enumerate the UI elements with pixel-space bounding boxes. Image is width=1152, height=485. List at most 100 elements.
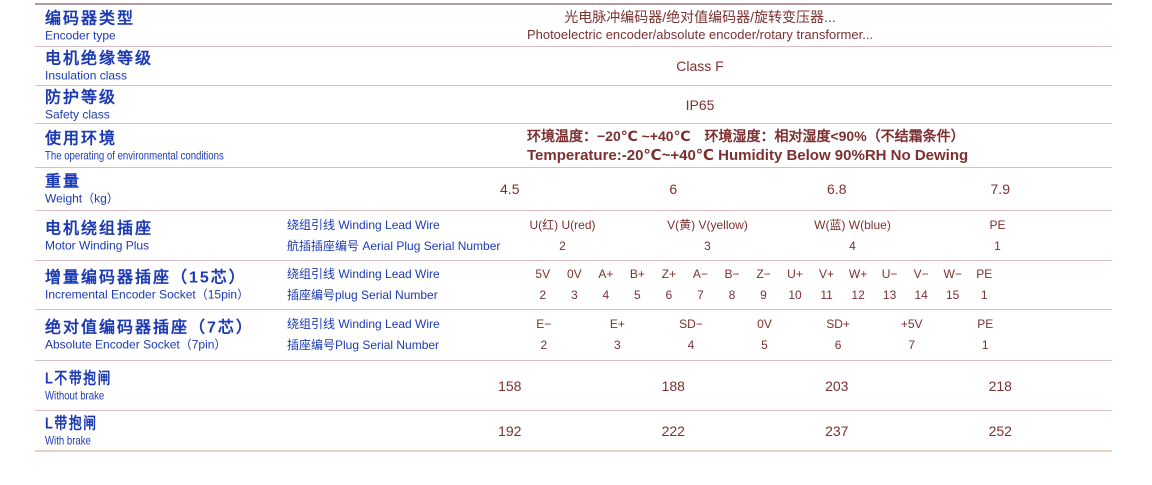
pin-cell: 0V 5 <box>728 314 802 356</box>
pin-assignments: E− 2 E+ 3 SD− 4 0V 5 <box>507 314 1022 356</box>
pin-name: W+ <box>848 267 868 281</box>
row-absolute-encoder-socket: 绝对值编码器插座（7芯） Absolute Encoder Socket（7pi… <box>35 310 1112 361</box>
pin-name: PE <box>989 217 1006 232</box>
pin-cell: U+ 10 <box>779 264 811 306</box>
row-value: Class F <box>676 58 724 74</box>
pin-number: 13 <box>882 288 897 302</box>
pin-number: 6 <box>834 338 842 352</box>
row-label: 使用环境 The operating of environmental cond… <box>45 129 268 162</box>
pin-cell: V(黄) V(yellow) 3 <box>635 215 780 257</box>
pin-number: 4 <box>687 338 695 352</box>
row-label-en: Encoder type <box>45 28 116 42</box>
row-label-zh: 绝对值编码器插座（7芯） <box>45 319 254 337</box>
pin-cell: U− 13 <box>874 264 906 306</box>
row-label-en: Incremental Encoder Socket（15pin） <box>45 287 250 302</box>
row-label-zh: 重量 <box>45 173 82 191</box>
pin-cell: PE 1 <box>968 264 1000 306</box>
motor-spec-table: 编码器类型 Encoder type 光电脉冲编码器/绝对值编码器/旋转变压器.… <box>35 3 1112 452</box>
subheader-serial-number: 插座编号Plug Serial Number <box>287 338 440 352</box>
pin-cell: B+ 5 <box>622 264 654 306</box>
weight-value: 6 <box>669 181 678 197</box>
row-encoder-type: 编码器类型 Encoder type 光电脉冲编码器/绝对值编码器/旋转变压器.… <box>35 5 1112 47</box>
row-weight: 重量 Weight（kg） 4.5 6 6.8 7.9 <box>35 168 1112 211</box>
pin-number: 8 <box>728 288 736 302</box>
row-value: 环境温度：−20℃ ~+40℃ 环境湿度：相对湿度<90%（不结霜条件） Tem… <box>527 127 968 165</box>
pin-cell: U(红) U(red) 2 <box>490 215 635 257</box>
pin-number: 1 <box>980 288 988 302</box>
row-label-en: Absolute Encoder Socket（7pin） <box>45 337 227 352</box>
row-label: 绝对值编码器插座（7芯） Absolute Encoder Socket（7pi… <box>45 319 254 352</box>
pin-cell: Z− 9 <box>748 264 780 306</box>
pin-cell: W(蓝) W(blue) 4 <box>780 215 925 257</box>
row-safety-class: 防护等级 Safety class IP65 <box>35 86 1112 124</box>
pin-cell: PE 1 <box>925 215 1070 257</box>
row-label-zh: 增量编码器插座（15芯） <box>45 269 247 287</box>
subheader-lead-wire: 绕组引线 Winding Lead Wire <box>287 317 440 331</box>
pin-name: A+ <box>598 267 614 281</box>
row-value-en: Photoelectric encoder/absolute encoder/r… <box>526 26 874 42</box>
pin-cell: A− 7 <box>685 264 717 306</box>
pin-name: W− <box>943 267 962 281</box>
pin-cell: V+ 11 <box>811 264 843 306</box>
pin-number: 2 <box>540 338 548 352</box>
row-label-zh: 电机绝缘等级 <box>45 50 154 68</box>
pin-cell: +5V 7 <box>875 314 949 356</box>
weight-value: 4.5 <box>500 181 520 197</box>
pin-cell: V− 14 <box>905 264 937 306</box>
row-value-en: Temperature:-20℃~+40℃ Humidity Below 90%… <box>527 146 969 164</box>
row-label: 编码器类型 Encoder type <box>45 9 135 42</box>
pin-cell: SD+ 6 <box>801 314 875 356</box>
row-subheaders: 绕组引线 Winding Lead Wire 插座编号Plug Serial N… <box>287 314 440 356</box>
row-operating-environment: 使用环境 The operating of environmental cond… <box>35 124 1112 168</box>
pin-name: V+ <box>819 267 835 281</box>
pin-number: 7 <box>697 288 704 302</box>
row-label-en: Motor Winding Plus <box>45 238 150 252</box>
pin-name: Z− <box>756 267 771 281</box>
pin-name: U(红) U(red) <box>529 217 596 232</box>
pin-number: 7 <box>908 338 916 352</box>
pin-name: PE <box>976 267 993 281</box>
row-label-zh: 使用环境 <box>45 130 118 147</box>
pin-number: 10 <box>788 288 802 302</box>
row-label: 重量 Weight（kg） <box>45 173 119 206</box>
row-label-en: With brake <box>45 433 91 447</box>
pin-name: U+ <box>787 267 803 281</box>
length-value: 203 <box>825 377 849 394</box>
pin-number: 14 <box>914 288 928 302</box>
pin-assignments: 5V 2 0V 3 A+ 4 B+ 5 <box>527 264 1000 306</box>
row-label-zh: L带抱闸 <box>45 415 98 432</box>
pin-name: A− <box>692 267 708 281</box>
pin-name: 5V <box>535 267 551 281</box>
pin-cell: 5V 2 <box>527 264 559 306</box>
pin-name: V− <box>913 267 929 281</box>
pin-number: 15 <box>945 288 960 302</box>
row-label-zh: 编码器类型 <box>45 10 136 27</box>
row-label: 电机绕组插座 Motor Winding Plus <box>45 219 153 252</box>
row-values: 158 188 203 218 <box>428 378 1082 394</box>
pin-cell: W+ 12 <box>842 264 874 306</box>
subheader-serial-number: 插座编号plug Serial Number <box>287 288 438 302</box>
pin-cell: PE 1 <box>948 314 1022 356</box>
pin-number: 5 <box>634 288 641 302</box>
length-value: 237 <box>825 422 849 439</box>
pin-number: 9 <box>760 288 767 302</box>
pin-number: 1 <box>994 238 1001 253</box>
length-value: 218 <box>988 377 1012 394</box>
row-insulation-class: 电机绝缘等级 Insulation class Class F <box>35 47 1112 86</box>
pin-number: 3 <box>614 338 621 352</box>
pin-name: E+ <box>609 317 625 331</box>
row-values: 192 222 237 252 <box>428 423 1082 439</box>
row-label: 防护等级 Safety class <box>45 88 117 121</box>
pin-cell: Z+ 6 <box>653 264 685 306</box>
row-label: L带抱闸 With brake <box>45 414 111 447</box>
pin-assignments: U(红) U(red) 2 V(黄) V(yellow) 3 W(蓝) W(bl… <box>490 215 1070 257</box>
pin-number: 6 <box>665 288 673 302</box>
pin-number: 5 <box>761 338 768 352</box>
row-label-en: Insulation class <box>45 68 128 83</box>
pin-name: W(蓝) W(blue) <box>814 217 891 232</box>
pin-name: E− <box>536 317 552 331</box>
row-label-en: The operating of environmental condition… <box>45 148 224 162</box>
row-subheaders: 绕组引线 Winding Lead Wire 航插插座编号 Aerial Plu… <box>287 215 500 257</box>
pin-number: 3 <box>570 288 578 302</box>
row-incremental-encoder-socket: 增量编码器插座（15芯） Incremental Encoder Socket（… <box>35 261 1112 310</box>
